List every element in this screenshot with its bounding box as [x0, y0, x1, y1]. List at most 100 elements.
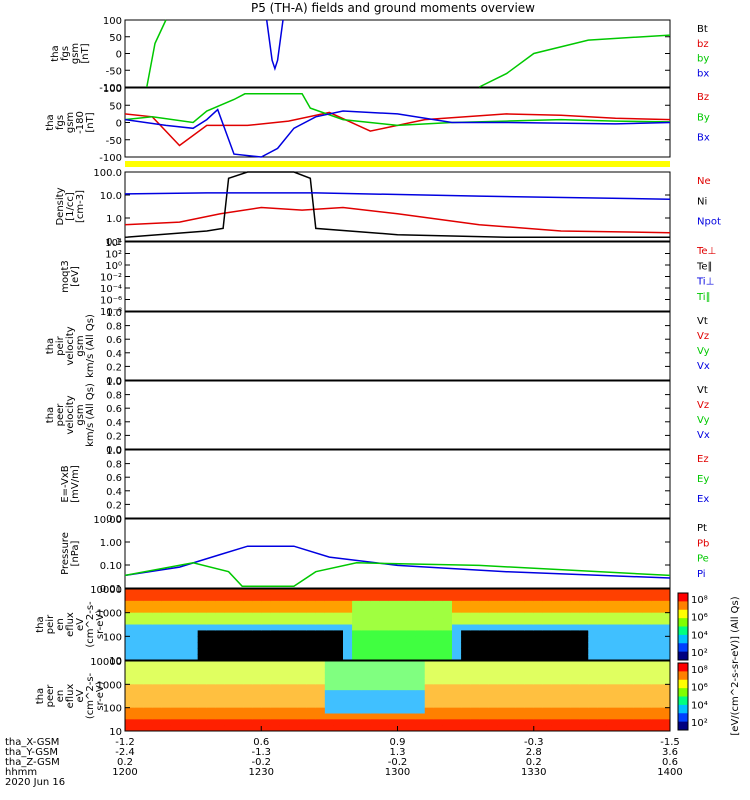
spectro-cell — [424, 719, 435, 726]
spectro-cell — [633, 606, 644, 614]
spectro-cell — [206, 725, 217, 732]
spectro-cell — [515, 690, 526, 697]
spectro-cell — [288, 612, 299, 620]
spectro-cell — [524, 642, 535, 649]
spectro-cell — [206, 630, 217, 637]
spectro-cell — [261, 701, 271, 709]
spectro-cell — [660, 701, 671, 709]
y-axis-label-line: eflux — [65, 612, 76, 637]
y-axis-label-line: peir — [45, 614, 56, 634]
spectro-cell — [660, 719, 671, 726]
spectro-cell — [597, 678, 607, 685]
colorbar-tick: 10² — [691, 648, 708, 659]
spectro-cell — [442, 701, 453, 709]
spectro-cell — [297, 707, 308, 714]
spectro-cell — [234, 701, 244, 709]
spectro-cell — [488, 690, 498, 697]
spectro-cell — [488, 661, 498, 668]
spectro-cell — [442, 600, 453, 608]
spectro-cell — [433, 725, 444, 732]
spectro-cell — [161, 618, 171, 625]
spectro-cell — [424, 594, 435, 602]
spectro-cell — [243, 654, 253, 661]
spectro-cell — [188, 636, 199, 643]
legend-entry: Vx — [697, 430, 710, 441]
spectro-cell — [306, 661, 317, 668]
spectro-cell — [270, 654, 280, 661]
spectro-cell — [188, 684, 199, 691]
spectro-cell — [470, 725, 480, 732]
spectro-cell — [361, 707, 371, 714]
spectro-cell — [442, 713, 453, 720]
spectro-cell — [170, 594, 180, 602]
spectro-cell — [533, 661, 544, 668]
spectro-cell — [551, 630, 562, 637]
series-Ne — [124, 206, 671, 234]
spectro-cell — [379, 618, 389, 625]
spectro-cell — [352, 672, 362, 679]
y-tick-label: 1.0 — [106, 446, 122, 457]
y-axis-label-line: tha — [35, 688, 46, 704]
spectro-cell — [324, 630, 335, 637]
spectro-cell — [433, 630, 444, 637]
panels: 100500-50-100thafgsgsm[nT]Btbzbybx100500… — [35, 16, 721, 738]
spectro-cell — [570, 690, 580, 697]
spectro-cell — [343, 630, 353, 637]
spectro-cell — [306, 594, 317, 602]
spectro-cell — [633, 594, 644, 602]
spectro-cell — [279, 589, 289, 596]
spectro-cell — [306, 606, 317, 614]
spectro-cell — [243, 642, 253, 649]
spectro-cell — [651, 594, 662, 602]
spectro-cell — [270, 618, 280, 625]
spectro-cell — [579, 636, 589, 643]
spectro-cell — [561, 624, 571, 631]
spectro-cell — [642, 701, 653, 709]
spectro-cell — [288, 600, 299, 608]
spectro-cell — [470, 636, 480, 643]
spectro-cell — [506, 618, 517, 625]
spectro-cell — [579, 684, 589, 691]
spectro-cell — [206, 678, 217, 685]
spectro-cell — [279, 684, 289, 691]
spectro-cell — [343, 612, 353, 620]
spectro-cell — [315, 618, 326, 625]
x-tick-label: -1.5 — [660, 737, 680, 748]
panel-density: 100.010.01.00.1Density[1/cc][cm-3]NeNiNp… — [55, 168, 721, 248]
spectro-cell — [270, 684, 280, 691]
spectro-cell — [415, 648, 426, 655]
spectro-cell — [570, 589, 580, 596]
spectro-cell — [270, 707, 280, 714]
spectro-cell — [370, 684, 380, 691]
spectro-cell — [288, 678, 299, 685]
spectro-cell — [561, 678, 571, 685]
spectro-cell — [606, 678, 616, 685]
spectro-cell — [215, 636, 226, 643]
spectro-cell — [361, 701, 371, 709]
spectro-cell — [606, 654, 616, 661]
spectro-cell — [197, 600, 208, 608]
x-date: 2020 Jun 16 — [5, 777, 65, 788]
spectro-cell — [524, 684, 535, 691]
legend-entry: Ni — [697, 196, 707, 207]
spectro-cell — [406, 684, 417, 691]
spectro-cell — [651, 701, 662, 709]
spectro-cell — [134, 654, 144, 661]
colorbar-cell — [678, 618, 688, 627]
spectro-cell — [606, 636, 616, 643]
spectro-cell — [660, 707, 671, 714]
spectro-cell — [352, 636, 362, 643]
spectro-cell — [179, 719, 190, 726]
spectro-cell — [270, 600, 280, 608]
spectro-cell — [579, 701, 589, 709]
spectro-cell — [234, 713, 244, 720]
spectro-cell — [660, 600, 671, 608]
spectro-cell — [633, 678, 644, 685]
spectro-cell — [279, 600, 289, 608]
spectro-cell — [524, 618, 535, 625]
spectro-cell — [624, 636, 635, 643]
spectro-cell — [424, 589, 435, 596]
